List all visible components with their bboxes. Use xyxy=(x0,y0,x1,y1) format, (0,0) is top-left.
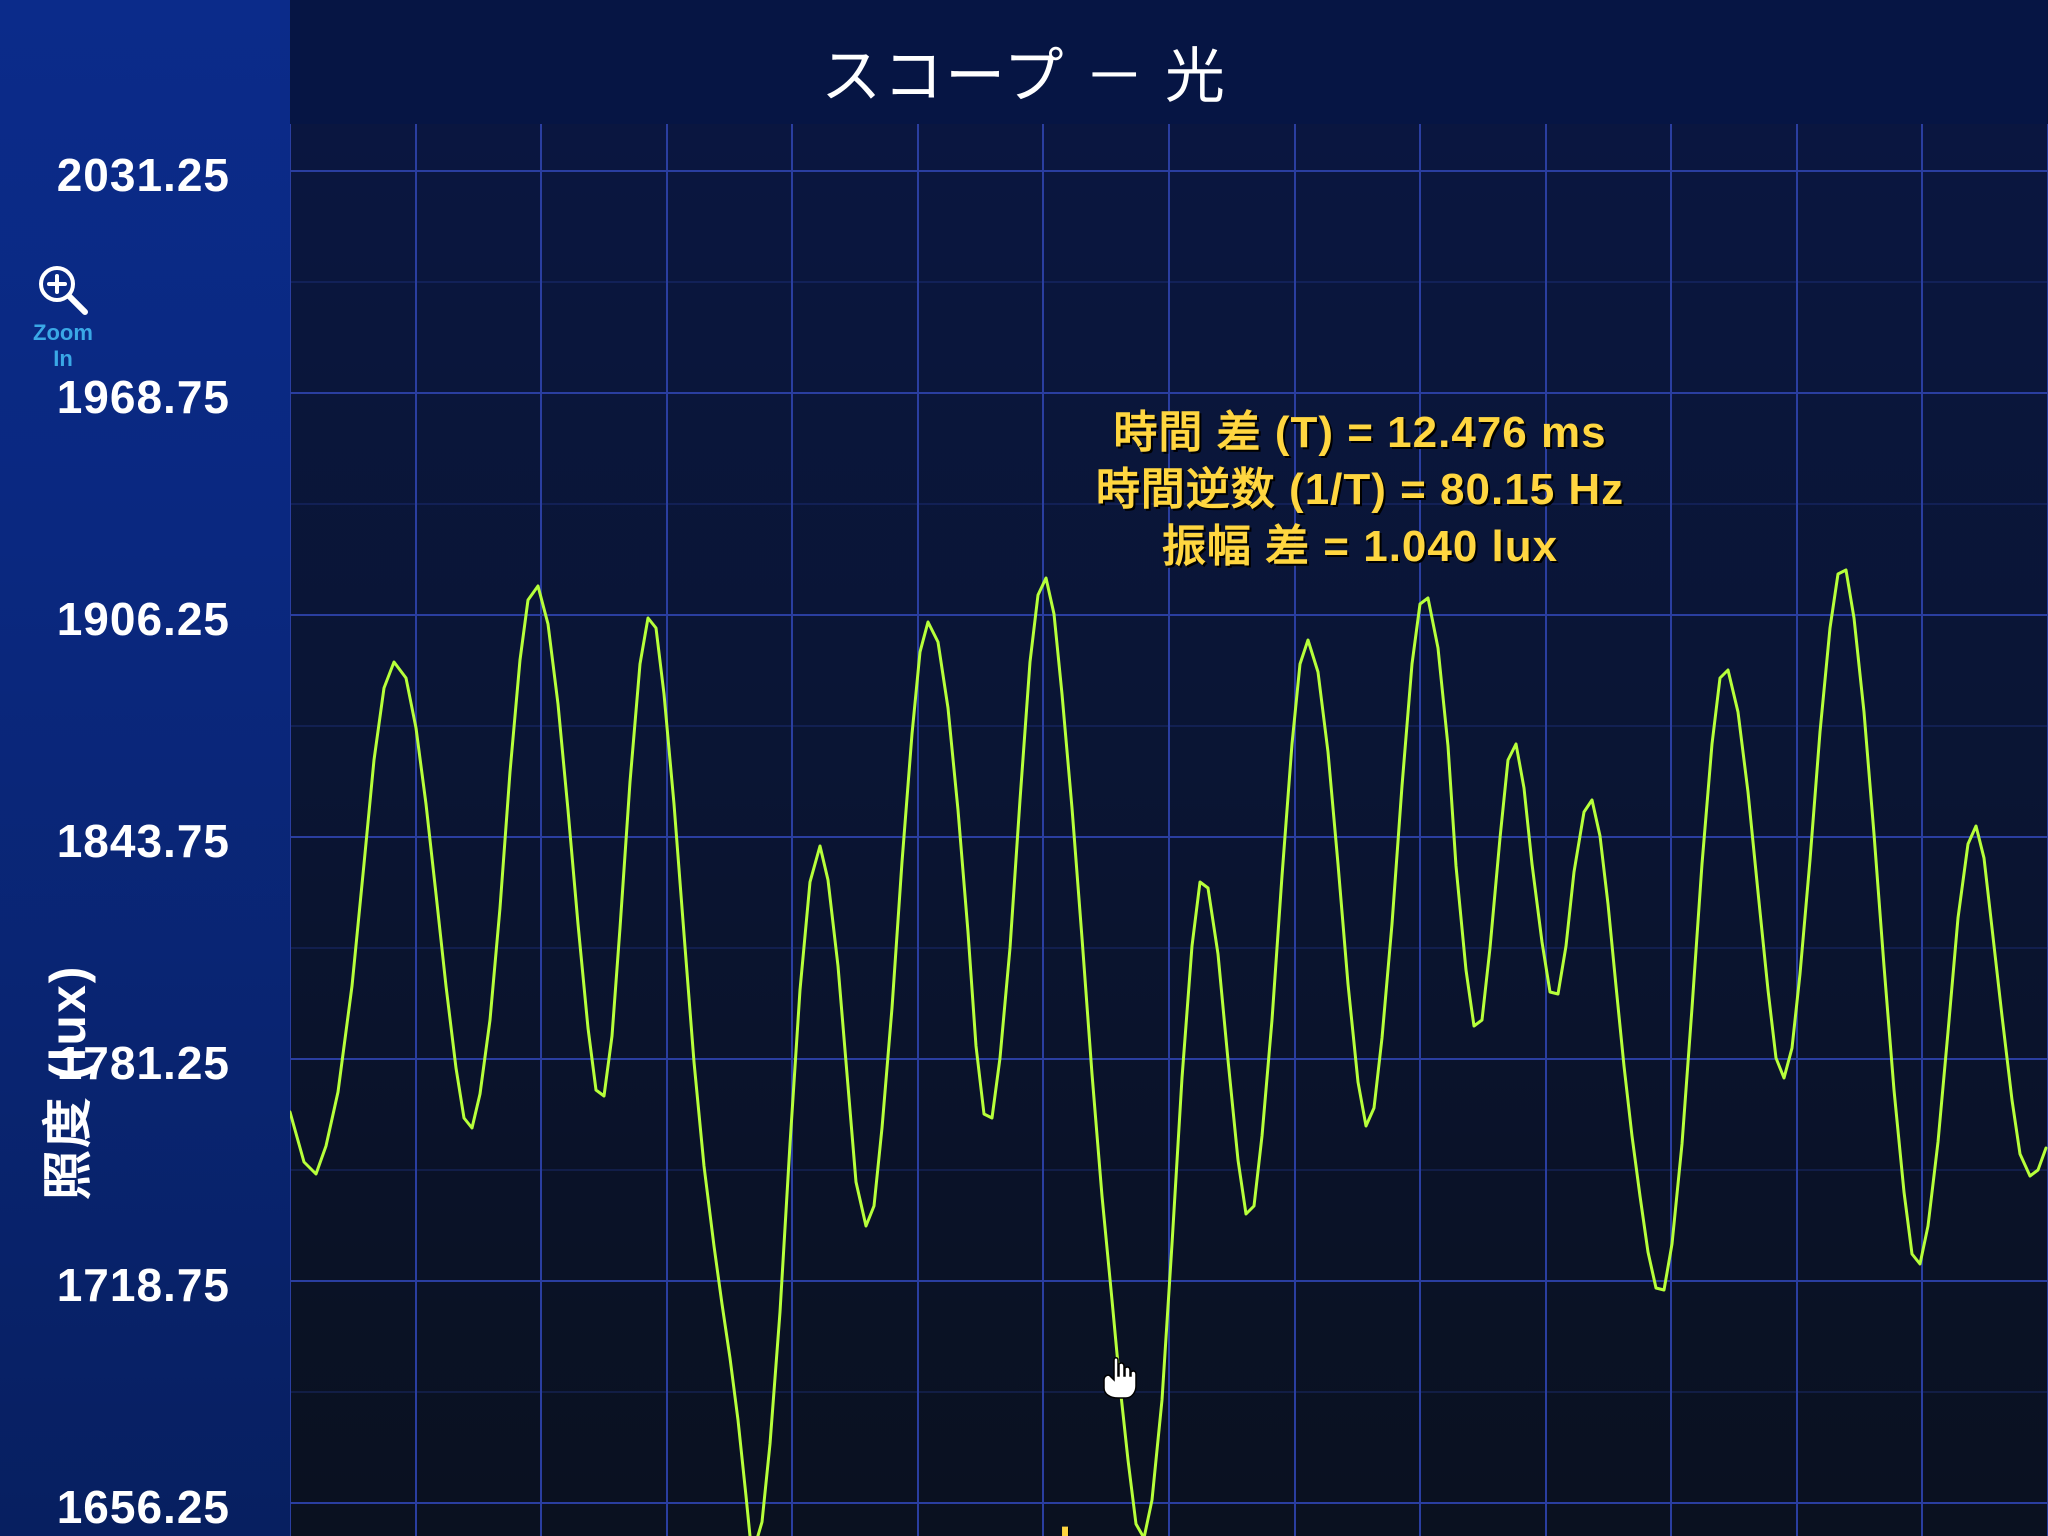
scope-chart xyxy=(290,124,2048,1536)
readout-amplitude: 振幅 差 = 1.040 lux xyxy=(910,518,1810,575)
y-tick-label: 1656.25 xyxy=(0,1480,230,1534)
y-tick-label: 1906.25 xyxy=(0,592,230,646)
scope-app: スコープ － 光 Zoom In 照度 (lux) 2031.251968.75… xyxy=(0,0,2048,1536)
readout-freq: 時間逆数 (1/T) = 80.15 Hz xyxy=(910,461,1810,518)
y-tick-label: 2031.25 xyxy=(0,148,230,202)
left-panel: Zoom In 照度 (lux) 2031.251968.751906.2518… xyxy=(0,0,290,1536)
zoom-in-label: Zoom In xyxy=(33,320,93,371)
y-tick-label: 1968.75 xyxy=(0,370,230,424)
measurement-readout: 時間 差 (T) = 12.476 ms 時間逆数 (1/T) = 80.15 … xyxy=(910,404,1810,576)
zoom-in-button[interactable]: Zoom In xyxy=(24,262,102,372)
y-tick-label: 1781.25 xyxy=(0,1036,230,1090)
readout-time-diff: 時間 差 (T) = 12.476 ms xyxy=(910,404,1810,461)
page-title: スコープ － 光 xyxy=(0,28,2048,115)
y-tick-label: 1718.75 xyxy=(0,1258,230,1312)
measurement-marker[interactable]: + xyxy=(1049,1513,1081,1536)
plot-area[interactable]: 時間 差 (T) = 12.476 ms 時間逆数 (1/T) = 80.15 … xyxy=(290,124,2048,1536)
y-tick-label: 1843.75 xyxy=(0,814,230,868)
